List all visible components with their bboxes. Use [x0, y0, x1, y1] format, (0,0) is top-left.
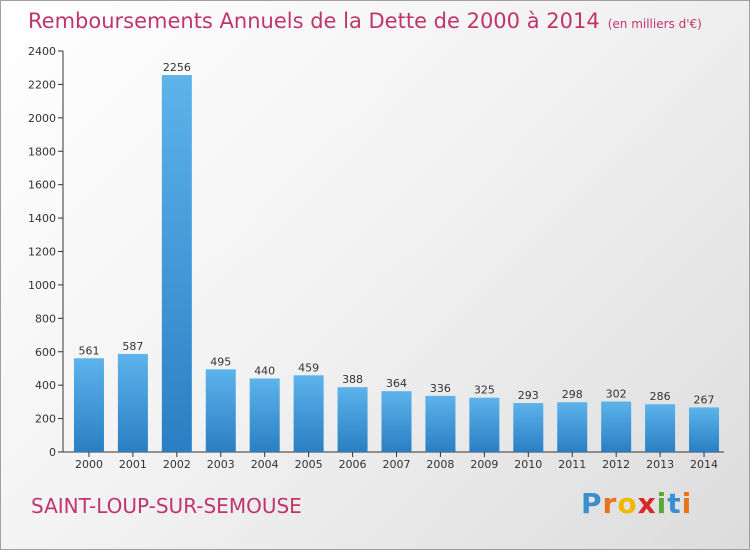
bar-2007 — [381, 391, 412, 452]
y-tick-label: 400 — [35, 379, 56, 392]
x-tick-label-2012: 2012 — [602, 458, 630, 471]
x-tick-label-2013: 2013 — [646, 458, 674, 471]
bar-2010 — [513, 403, 544, 452]
bar-2006 — [337, 387, 368, 452]
bar-2014 — [689, 407, 720, 452]
y-tick-label: 600 — [35, 346, 56, 359]
y-tick-label: 200 — [35, 413, 56, 426]
x-tick-label-2004: 2004 — [251, 458, 279, 471]
town-name: SAINT-LOUP-SUR-SEMOUSE — [31, 494, 302, 518]
x-tick-label-2010: 2010 — [514, 458, 542, 471]
logo-letter: i — [656, 487, 668, 520]
y-tick-label: 1000 — [28, 279, 56, 292]
x-tick-label-2007: 2007 — [383, 458, 411, 471]
bar-2008 — [425, 395, 456, 452]
bar-2009 — [469, 397, 500, 452]
bar-2003 — [205, 369, 236, 452]
data-label-2003: 495 — [210, 355, 231, 368]
bar-2005 — [293, 375, 324, 452]
logo-letter: r — [602, 487, 618, 520]
logo-letter: i — [681, 487, 693, 520]
x-tick-label-2002: 2002 — [163, 458, 191, 471]
data-label-2008: 336 — [430, 382, 451, 395]
y-tick-label: 1400 — [28, 212, 56, 225]
logo-letter: P — [581, 487, 603, 520]
data-label-2004: 440 — [254, 364, 275, 377]
x-tick-label-2006: 2006 — [339, 458, 367, 471]
logo-letter: x — [637, 487, 657, 520]
data-label-2014: 267 — [694, 393, 715, 406]
x-tick-label-2008: 2008 — [426, 458, 454, 471]
x-tick-label-2000: 2000 — [75, 458, 103, 471]
bar-2001 — [117, 353, 148, 452]
x-tick-label-2009: 2009 — [470, 458, 498, 471]
chart-axes: 0 200 400 600 800 1000 1200 1400 1600 1800 2000 220… — [28, 45, 724, 459]
data-label-2011: 298 — [562, 388, 583, 401]
data-label-2013: 286 — [650, 390, 671, 403]
data-label-2012: 302 — [606, 388, 627, 401]
chart-bars — [73, 75, 720, 452]
bar-2004 — [249, 378, 280, 452]
data-label-2006: 388 — [342, 373, 363, 386]
data-label-2010: 293 — [518, 389, 539, 402]
y-tick-label: 800 — [35, 312, 56, 325]
chart-title-text: Remboursements Annuels de la Dette de 20… — [28, 9, 600, 33]
chart-unit: (en milliers d'€) — [607, 17, 702, 31]
data-label-2009: 325 — [474, 384, 495, 397]
y-tick-label: 2200 — [28, 78, 56, 91]
y-tick-label: 2400 — [28, 45, 56, 58]
bar-2000 — [73, 358, 104, 452]
y-tick-label: 1800 — [28, 145, 56, 158]
data-label-2002: 2256 — [163, 61, 191, 74]
bar-2012 — [601, 401, 632, 452]
chart-title: Remboursements Annuels de la Dette de 20… — [28, 9, 702, 33]
bar-2002 — [161, 75, 192, 452]
x-tick-label-2005: 2005 — [295, 458, 323, 471]
y-tick-label: 1600 — [28, 179, 56, 192]
bar-2013 — [645, 404, 676, 452]
x-tick-label-2011: 2011 — [558, 458, 586, 471]
x-tick-label-2001: 2001 — [119, 458, 147, 471]
bar-2011 — [557, 402, 588, 452]
y-tick-label: 0 — [49, 446, 56, 459]
chart-labels: 561 2000 587 2001 2256 2002 495 2003 440 2004 459 2… — [75, 61, 718, 471]
proxiti-logo: Proxiti — [581, 487, 692, 520]
data-label-2000: 561 — [78, 344, 99, 357]
logo-letter: t — [667, 487, 682, 520]
y-tick-label: 2000 — [28, 112, 56, 125]
data-label-2001: 587 — [122, 340, 143, 353]
data-label-2007: 364 — [386, 377, 407, 390]
x-tick-label-2014: 2014 — [690, 458, 718, 471]
data-label-2005: 459 — [298, 361, 319, 374]
x-tick-label-2003: 2003 — [207, 458, 235, 471]
logo-letter: o — [617, 487, 638, 520]
y-tick-label: 1200 — [28, 246, 56, 259]
